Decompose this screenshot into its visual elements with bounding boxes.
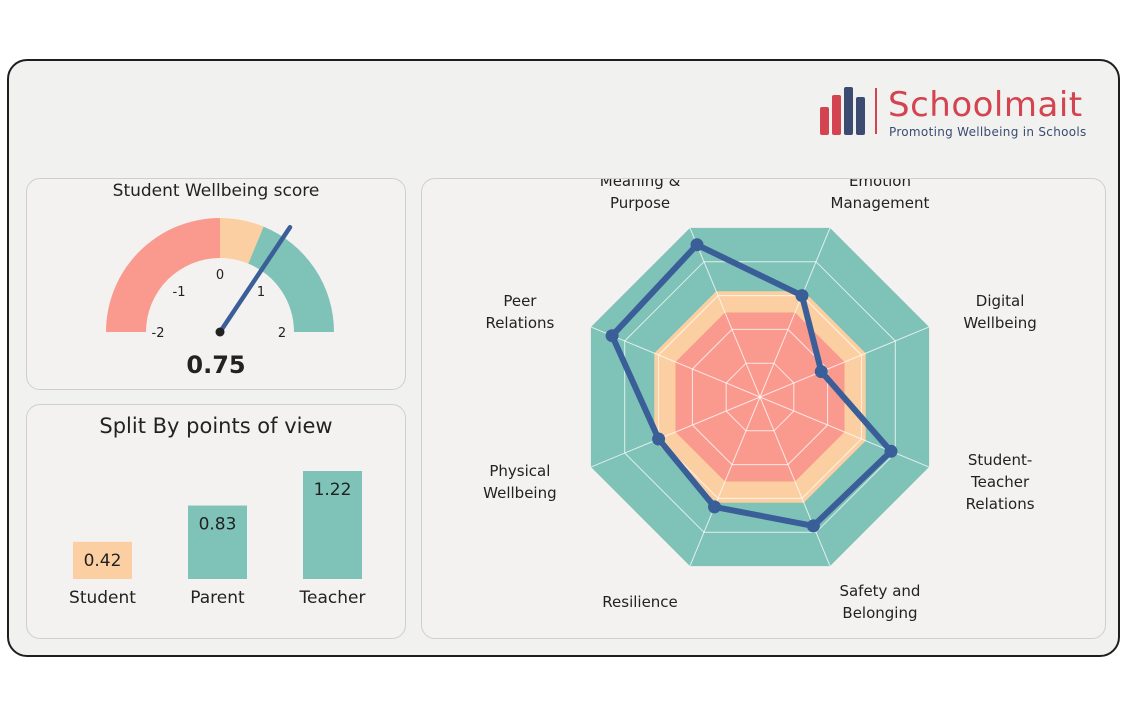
bar-category-label: Parent <box>190 588 245 608</box>
gauge-tick-label: -1 <box>173 285 186 300</box>
brand-divider <box>875 88 877 134</box>
bar-parent <box>188 505 247 579</box>
radar-spoke <box>759 396 831 567</box>
wellbeing-gauge: -2 -1 0 1 2 <box>106 218 334 341</box>
radar-point <box>690 238 704 252</box>
bar-teacher <box>303 471 362 579</box>
gauge-tick-label: 1 <box>257 285 265 300</box>
brand-logo: Schoolmait Promoting Wellbeing in School… <box>818 85 1108 140</box>
radar-axis-label: Resilience <box>602 593 678 611</box>
gauge-band <box>106 218 220 332</box>
split-by-view-card: Split By points of view 0.42 Student 0.83 P… <box>26 404 406 639</box>
gauge-value: 0.75 <box>186 351 246 379</box>
radar-spoke <box>689 396 761 567</box>
radar-point <box>652 432 666 446</box>
radar-axis-label: Physical Wellbeing <box>483 462 556 502</box>
bar-chart-title: Split By points of view <box>99 414 333 438</box>
wellbeing-gauge-card: Student Wellbeing score -2 -1 0 1 2 0.75 <box>26 178 406 390</box>
split-bar-chart: 0.42 Student 0.83 Parent 1.22 Teacher <box>69 471 366 608</box>
radar-axis-label: Emotion Management <box>831 179 930 212</box>
radar-spoke <box>689 227 761 398</box>
bar-student <box>73 541 132 579</box>
radar-point <box>884 444 898 458</box>
gauge-band <box>220 218 264 264</box>
radar-spoke <box>759 326 930 398</box>
gauge-tick-label: -2 <box>152 326 165 341</box>
radar-point <box>814 365 828 379</box>
gauge-band <box>248 226 334 332</box>
bar-chart-logo-icon <box>820 87 865 135</box>
radar-spoke <box>590 396 761 468</box>
radar-spoke <box>759 227 831 398</box>
radar-axis-label: Meaning & Purpose <box>600 179 681 212</box>
gauge-tick-label: 0 <box>216 268 224 283</box>
bar-category-label: Teacher <box>299 588 366 608</box>
radar-point <box>605 329 619 343</box>
brand-name: Schoolmait <box>888 85 1083 125</box>
radar-point <box>708 500 721 514</box>
radar-spoke <box>759 396 930 468</box>
bar-value-label: 0.42 <box>84 551 122 571</box>
radar-axis-label: Digital Wellbeing <box>963 292 1036 332</box>
gauge-tick-label: 2 <box>278 326 286 341</box>
gauge-title: Student Wellbeing score <box>112 181 320 201</box>
bar-value-label: 0.83 <box>199 515 237 535</box>
gauge-needle-hub <box>215 327 225 337</box>
radar-axis-label: Student-Teacher Relations <box>966 451 1035 513</box>
wellbeing-radar-chart: Emotion Management Digital Wellbeing Student… <box>483 179 1037 622</box>
radar-spoke <box>590 326 761 398</box>
bar-category-label: Student <box>69 588 136 608</box>
radar-axis-label: Peer Relations <box>485 292 554 332</box>
radar-axis-label: Safety and Belonging <box>839 582 920 622</box>
brand-tagline: Promoting Wellbeing in Schools <box>889 125 1087 139</box>
gauge-needle <box>217 224 293 335</box>
radar-card: Emotion Management Digital Wellbeing Student… <box>421 178 1106 639</box>
radar-point <box>806 519 820 533</box>
bar-value-label: 1.22 <box>314 480 352 500</box>
radar-point <box>795 289 809 303</box>
